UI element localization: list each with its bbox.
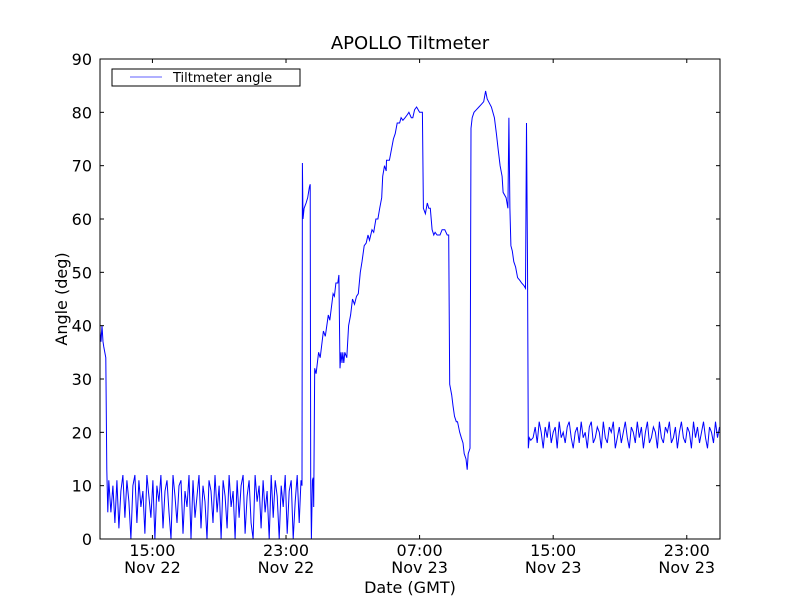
x-tick-label-time: 15:00 xyxy=(129,541,175,560)
y-axis-label: Angle (deg) xyxy=(52,252,71,345)
legend: Tiltmeter angle xyxy=(111,68,301,87)
x-tick-label-date: Nov 23 xyxy=(525,558,582,577)
legend-label: Tiltmeter angle xyxy=(172,71,272,86)
x-tick-label-date: Nov 22 xyxy=(258,558,315,577)
y-tick-label: 60 xyxy=(72,210,92,229)
y-tick-label: 0 xyxy=(82,530,92,549)
y-tick-label: 90 xyxy=(72,50,92,69)
y-tick-label: 20 xyxy=(72,423,92,442)
x-tick-label-time: 23:00 xyxy=(263,541,309,560)
y-tick-label: 50 xyxy=(72,263,92,282)
x-tick-label-date: Nov 23 xyxy=(391,558,448,577)
x-axis-label: Date (GMT) xyxy=(364,578,456,597)
y-tick-label: 80 xyxy=(72,103,92,122)
y-tick-label: 70 xyxy=(72,157,92,176)
y-tick-label: 40 xyxy=(72,317,92,336)
legend-box xyxy=(111,68,301,87)
x-tick-label-time: 15:00 xyxy=(530,541,576,560)
y-tick-label: 30 xyxy=(72,370,92,389)
chart-title: APOLLO Tiltmeter xyxy=(331,33,490,54)
x-tick-label-time: 23:00 xyxy=(664,541,710,560)
x-tick-label-date: Nov 22 xyxy=(124,558,181,577)
x-tick-label-date: Nov 23 xyxy=(658,558,715,577)
series-line-tiltmeter-angle xyxy=(100,90,720,539)
y-tick-label: 10 xyxy=(72,477,92,496)
plot-area-frame xyxy=(99,58,721,540)
x-tick-label-time: 07:00 xyxy=(397,541,443,560)
